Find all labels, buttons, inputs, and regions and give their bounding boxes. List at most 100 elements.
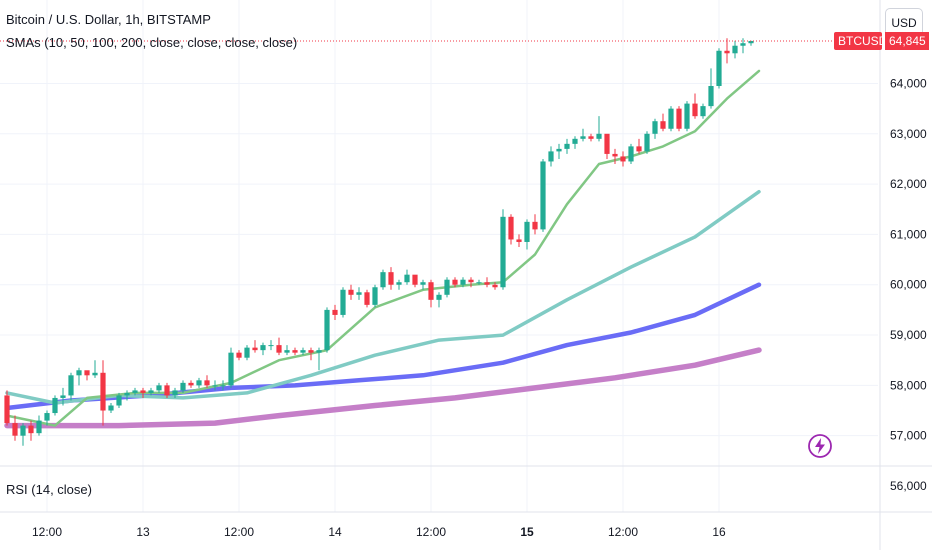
candle-body: [420, 282, 426, 285]
candle-body: [460, 279, 466, 285]
candle-body: [412, 274, 418, 285]
x-tick-label: 15: [520, 525, 534, 539]
candle-body: [4, 395, 10, 424]
candle-body: [436, 294, 442, 300]
lightning-bolt-icon[interactable]: [807, 433, 833, 459]
candle-body: [636, 146, 642, 152]
x-tick-label: 14: [328, 525, 342, 539]
candle-body: [212, 385, 218, 387]
candle-body: [708, 85, 714, 107]
candle-body: [300, 350, 306, 353]
candle-body: [508, 216, 514, 240]
candle-body: [156, 385, 162, 391]
candle-body: [276, 345, 282, 353]
candle-body: [524, 221, 530, 242]
sma-lines: [4, 69, 762, 429]
candle-body: [604, 133, 610, 154]
candle-body: [92, 372, 98, 376]
candle-body: [652, 121, 658, 134]
candle-body: [20, 425, 26, 436]
candle-body: [308, 350, 314, 353]
rsi-legend[interactable]: RSI (14, close): [6, 482, 92, 497]
candle-body: [196, 380, 202, 386]
candle-body: [580, 136, 586, 139]
sma-legend[interactable]: SMAs (10, 50, 100, 200, close, close, cl…: [6, 35, 298, 50]
candle-body: [356, 292, 362, 295]
candle-body: [684, 103, 690, 129]
grid-lines: [0, 0, 878, 512]
candle-body: [316, 350, 322, 353]
candle-body: [588, 136, 594, 139]
candle-body: [564, 143, 570, 149]
candle-body: [172, 390, 178, 396]
candle-body: [364, 292, 370, 305]
candle-body: [124, 392, 130, 396]
candle-body: [628, 146, 634, 162]
y-tick-label: 62,000: [890, 177, 927, 191]
candle-body: [348, 289, 354, 295]
candle-body: [700, 106, 706, 117]
candle-body: [452, 279, 458, 285]
candle-body: [148, 390, 154, 393]
y-tick-label: 60,000: [890, 278, 927, 292]
y-tick-label: 58,000: [890, 378, 927, 392]
y-tick-label: 59,000: [890, 328, 927, 342]
candle-body: [284, 350, 290, 353]
candle-body: [44, 413, 50, 421]
candle-body: [140, 390, 146, 393]
sma200-line: [4, 347, 762, 429]
candle-body: [220, 385, 226, 387]
candle-body: [292, 350, 298, 353]
candle-body: [516, 239, 522, 242]
candle-body: [596, 133, 602, 139]
candle-body: [660, 121, 666, 129]
candle-body: [444, 279, 450, 295]
candle-body: [692, 103, 698, 117]
x-tick-label: 12:00: [416, 525, 446, 539]
candle-body: [60, 395, 66, 398]
candle-body: [676, 108, 682, 129]
y-tick-label: 63,000: [890, 127, 927, 141]
candle-body: [180, 382, 186, 391]
candle-body: [204, 380, 210, 386]
candle-body: [12, 423, 18, 436]
candle-body: [476, 282, 482, 284]
candle-body: [740, 43, 746, 46]
candle-body: [540, 161, 546, 230]
candle-body: [52, 397, 58, 414]
candle-body: [724, 50, 730, 54]
candle-body: [268, 345, 274, 347]
candle-body: [428, 282, 434, 300]
candle-body: [644, 133, 650, 152]
candle-body: [100, 372, 106, 411]
candle-body: [468, 279, 474, 283]
candle-body: [380, 272, 386, 288]
y-tick-label: 56,000: [890, 479, 927, 493]
x-tick-label: 16: [712, 525, 726, 539]
candle-body: [252, 347, 258, 351]
x-tick-label: 12:00: [224, 525, 254, 539]
candle-body: [500, 216, 506, 288]
x-tick-label: 12:00: [608, 525, 638, 539]
chart-title[interactable]: Bitcoin / U.S. Dollar, 1h, BITSTAMP: [6, 12, 211, 27]
candle-body: [732, 45, 738, 54]
candle-body: [84, 370, 90, 376]
candle-body: [340, 289, 346, 315]
candle-body: [716, 50, 722, 86]
candle-body: [492, 284, 498, 288]
candle-body: [132, 390, 138, 393]
candle-body: [164, 385, 170, 396]
candle-body: [388, 272, 394, 285]
candle-body: [260, 345, 266, 351]
candle-body: [572, 138, 578, 144]
candles: [4, 38, 754, 446]
candle-body: [76, 370, 82, 376]
candle-body: [324, 309, 330, 351]
y-tick-label: 61,000: [890, 227, 927, 241]
candle-body: [108, 405, 114, 411]
candle-body: [68, 375, 74, 396]
candle-body: [548, 151, 554, 162]
y-tick-label: 57,000: [890, 429, 927, 443]
candle-body: [556, 148, 562, 152]
